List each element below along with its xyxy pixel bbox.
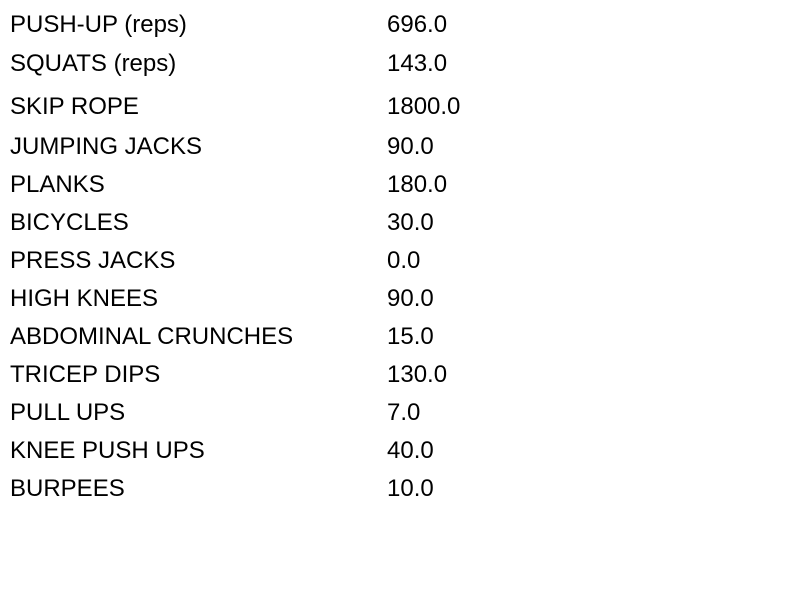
exercise-value: 15.0	[387, 323, 434, 350]
exercise-name: SKIP ROPE	[10, 92, 139, 120]
table-row: ABDOMINAL CRUNCHES 15.0	[10, 318, 530, 356]
exercise-name: PLANKS	[10, 171, 105, 198]
exercise-value: 90.0	[387, 133, 434, 160]
exercise-value: 180.0	[387, 171, 448, 198]
exercise-name: SQUATS (reps)	[10, 49, 177, 77]
table-row: TRICEP DIPS 130.0	[10, 356, 530, 394]
exercise-value: 143.0	[387, 49, 448, 77]
table-row: PRESS JACKS 0.0	[10, 242, 530, 280]
table-row: SKIP ROPE 1800.0	[10, 85, 530, 128]
exercise-name: PUSH-UP (reps)	[10, 11, 187, 38]
table-row: PUSH-UP (reps) 696.0	[10, 8, 530, 42]
exercise-value: 0.0	[387, 247, 421, 274]
table-row: JUMPING JACKS 90.0	[10, 128, 530, 166]
exercise-table: PUSH-UP (reps) 696.0 SQUATS (reps) 143.0…	[10, 8, 530, 508]
exercise-value: 130.0	[387, 361, 448, 388]
exercise-value: 40.0	[387, 437, 434, 464]
table-row: HIGH KNEES 90.0	[10, 280, 530, 318]
table-row: SQUATS (reps) 143.0	[10, 42, 530, 85]
table-row: PLANKS 180.0	[10, 166, 530, 204]
exercise-value: 1800.0	[387, 92, 461, 120]
exercise-name: HIGH KNEES	[10, 285, 159, 312]
exercise-value: 7.0	[387, 399, 421, 426]
exercise-value: 30.0	[387, 209, 434, 236]
exercise-value: 696.0	[387, 11, 448, 38]
table-row: BICYCLES 30.0	[10, 204, 530, 242]
exercise-value: 10.0	[387, 475, 434, 502]
exercise-name: JUMPING JACKS	[10, 133, 203, 160]
exercise-name: BICYCLES	[10, 209, 129, 236]
table-row: PULL UPS 7.0	[10, 394, 530, 432]
exercise-name: PULL UPS	[10, 399, 126, 426]
exercise-value: 90.0	[387, 285, 434, 312]
exercise-name: PRESS JACKS	[10, 247, 176, 274]
table-row: KNEE PUSH UPS 40.0	[10, 432, 530, 470]
exercise-name: ABDOMINAL CRUNCHES	[10, 323, 294, 350]
exercise-name: TRICEP DIPS	[10, 361, 161, 388]
exercise-name: KNEE PUSH UPS	[10, 437, 205, 464]
table-row: BURPEES 10.0	[10, 470, 530, 508]
exercise-name: BURPEES	[10, 475, 125, 502]
